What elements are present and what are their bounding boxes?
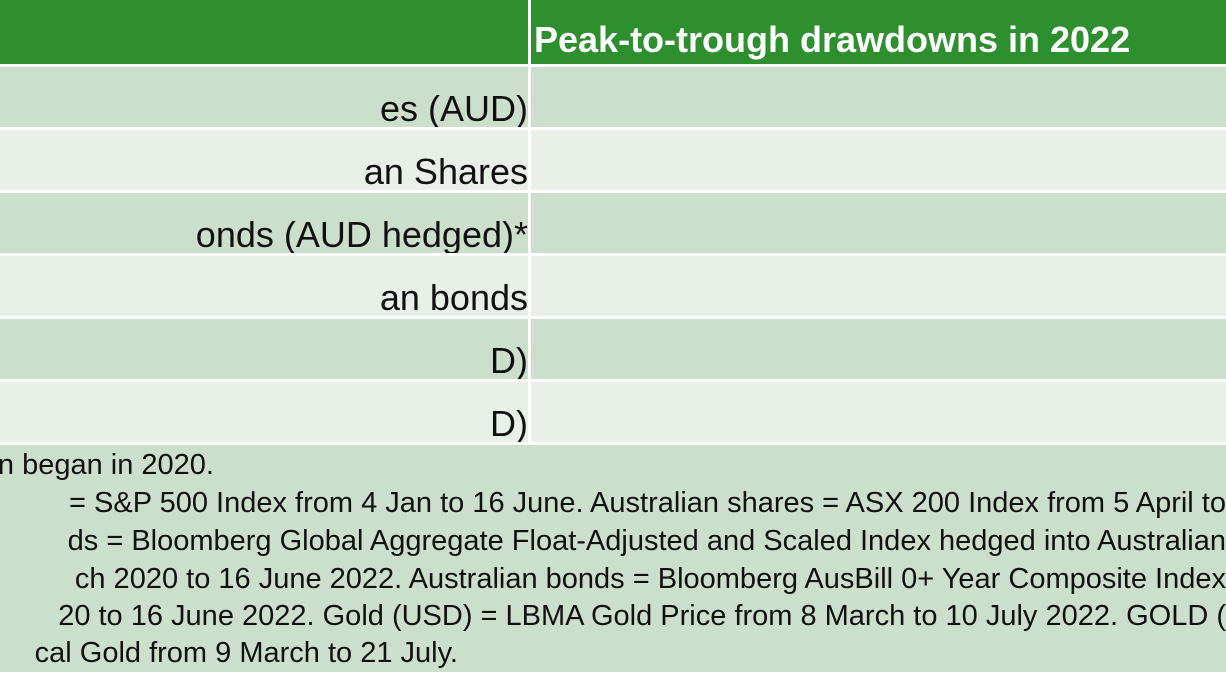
row-separator: [0, 442, 1226, 445]
footnote-box: n began in 2020. = S&P 500 Index from 4 …: [0, 445, 1226, 672]
footnote-line: 20 to 16 June 2022. Gold (USD) = LBMA Go…: [58, 600, 1226, 632]
row-separator: [0, 190, 1226, 193]
table-row: D): [0, 382, 1226, 442]
table-row: es (AUD): [0, 67, 1226, 127]
row-separator: [0, 253, 1226, 256]
row-label: es (AUD): [379, 88, 528, 127]
row-value-cell: [531, 256, 1226, 316]
header-cell-drawdown: Peak-to-trough drawdowns in 2022: [534, 19, 1131, 60]
column-divider: [528, 256, 531, 316]
row-label: an bonds: [379, 277, 528, 316]
table-row: an Shares: [0, 130, 1226, 190]
row-label-cell: an bonds: [0, 256, 528, 316]
row-value-cell: [531, 67, 1226, 127]
row-label: D): [490, 340, 528, 379]
header-divider: [528, 0, 531, 64]
row-value-cell: [531, 319, 1226, 379]
row-value-cell: [531, 382, 1226, 442]
header-cell-asset: [0, 0, 528, 64]
column-divider: [528, 319, 531, 379]
table-row: onds (AUD hedged)*: [0, 193, 1226, 253]
row-separator: [0, 316, 1226, 319]
row-label-cell: D): [0, 319, 528, 379]
row-label: D): [490, 403, 528, 442]
table-row: an bonds: [0, 256, 1226, 316]
row-label-cell: es (AUD): [0, 67, 528, 127]
column-divider: [528, 382, 531, 442]
row-label: onds (AUD hedged)*: [195, 214, 528, 253]
column-divider: [528, 67, 531, 127]
table-row: D): [0, 319, 1226, 379]
footnote-line: ds = Bloomberg Global Aggregate Float-Ad…: [67, 525, 1226, 557]
row-label-cell: D): [0, 382, 528, 442]
column-divider: [528, 193, 531, 253]
footnote-line: ch 2020 to 16 June 2022. Australian bond…: [74, 563, 1226, 595]
row-separator: [0, 379, 1226, 382]
row-label-cell: an Shares: [0, 130, 528, 190]
footnote-line: cal Gold from 9 March to 21 July.: [34, 637, 458, 669]
table-header: Peak-to-trough drawdowns in 2022: [0, 0, 1226, 64]
footnote-line: = S&P 500 Index from 4 Jan to 16 June. A…: [69, 487, 1226, 519]
column-divider: [528, 130, 531, 190]
footnote-line: n began in 2020.: [0, 449, 214, 481]
row-value-cell: [531, 130, 1226, 190]
row-label: an Shares: [363, 151, 528, 190]
row-label-cell: onds (AUD hedged)*: [0, 193, 528, 253]
row-separator: [0, 127, 1226, 130]
row-separator: [0, 64, 1226, 67]
row-value-cell: [531, 193, 1226, 253]
